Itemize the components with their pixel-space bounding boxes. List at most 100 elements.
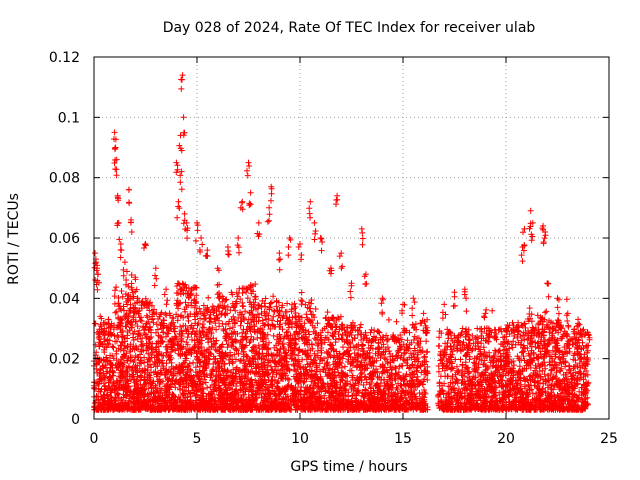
roti-noise-point <box>97 321 104 328</box>
roti-noise-point <box>221 368 228 375</box>
roti-noise-point <box>162 397 169 404</box>
roti-noise-point <box>172 334 179 341</box>
roti-noise-point <box>227 307 234 314</box>
roti-noise-point <box>163 333 169 340</box>
roti-noise-point <box>195 320 202 327</box>
roti-noise-point <box>116 321 123 328</box>
roti-noise-point <box>179 387 186 393</box>
roti-noise-point <box>167 397 174 403</box>
roti-noise-point <box>145 318 152 325</box>
roti-noise-point <box>191 380 198 387</box>
roti-noise-point <box>196 356 203 363</box>
roti-noise-point <box>105 340 112 347</box>
roti-noise-point <box>148 404 155 411</box>
roti-noise-point <box>174 280 181 287</box>
roti-noise-point <box>121 307 127 314</box>
roti-noise-point <box>175 350 182 357</box>
roti-noise-point <box>187 367 194 374</box>
roti-noise-point <box>108 389 115 396</box>
roti-noise-point <box>138 358 145 364</box>
roti-noise-point <box>171 401 178 408</box>
roti-noise-point <box>174 404 181 411</box>
roti-noise-point <box>205 406 212 413</box>
roti-noise-point <box>133 318 140 325</box>
roti-noise-point <box>286 376 293 383</box>
roti-noise-point <box>227 353 234 359</box>
roti-noise-point <box>174 297 181 304</box>
roti-noise-point <box>244 320 251 327</box>
roti-noise-point <box>202 354 209 360</box>
roti-noise-point <box>115 314 122 321</box>
roti-noise-point <box>231 406 238 413</box>
roti-noise-point <box>230 339 237 345</box>
roti-noise-point <box>217 344 223 350</box>
roti-noise-point <box>179 367 186 374</box>
roti-noise-point <box>147 380 154 387</box>
roti-noise-point <box>207 374 214 381</box>
roti-noise-point <box>91 400 98 407</box>
roti-noise-point <box>459 325 466 332</box>
roti-noise-point <box>213 326 220 333</box>
roti-noise-point <box>112 309 119 316</box>
roti-noise-point <box>191 297 198 304</box>
roti-noise-point <box>268 378 275 385</box>
roti-noise-point <box>183 355 190 362</box>
roti-noise-point <box>145 350 152 357</box>
roti-noise-point <box>120 403 127 409</box>
roti-noise-point <box>126 364 133 371</box>
roti-noise-point <box>122 338 128 345</box>
roti-noise-point <box>101 346 107 353</box>
roti-noise-point <box>110 344 117 351</box>
roti-noise-point <box>148 352 155 358</box>
roti-noise-point <box>217 374 224 381</box>
roti-noise-point <box>132 368 139 375</box>
roti-noise-point <box>128 324 135 331</box>
roti-noise-point <box>116 394 122 401</box>
roti-noise-point <box>232 307 239 314</box>
roti-noise-point <box>184 369 191 376</box>
roti-noise-point <box>188 378 195 385</box>
roti-noise-point <box>142 295 149 302</box>
roti-noise-point <box>142 390 149 397</box>
roti-noise-point <box>197 315 204 322</box>
roti-noise-point <box>204 308 211 315</box>
roti-noise-point <box>216 371 222 378</box>
roti-noise-point <box>210 353 217 360</box>
roti-noise-point <box>189 336 195 343</box>
roti-noise-point <box>221 388 228 395</box>
roti-noise-point <box>233 364 240 371</box>
roti-noise-point <box>123 369 130 376</box>
roti-noise-point <box>150 319 157 326</box>
roti-noise-point <box>165 353 172 360</box>
roti-noise-point <box>231 351 238 358</box>
roti-noise-point <box>204 384 211 391</box>
roti-noise-point <box>229 291 236 298</box>
roti-noise-point <box>269 317 276 324</box>
roti-noise-point <box>178 327 185 334</box>
roti-noise-point <box>130 371 137 378</box>
roti-noise-point <box>141 377 148 384</box>
roti-noise-point <box>225 341 232 348</box>
roti-noise-point <box>195 373 202 380</box>
roti-noise-point <box>105 405 112 412</box>
roti-noise-point <box>157 311 164 318</box>
roti-noise-point <box>147 323 154 330</box>
roti-noise-point <box>178 399 185 406</box>
roti-noise-point <box>134 333 141 340</box>
roti-noise-point <box>144 314 151 321</box>
roti-noise-point <box>153 344 159 351</box>
roti-noise-point <box>156 348 163 355</box>
roti-noise-point <box>134 323 141 330</box>
roti-noise-point <box>132 363 139 370</box>
roti-noise-point <box>325 329 331 336</box>
roti-noise-point <box>188 331 195 338</box>
roti-noise-point <box>133 345 140 352</box>
roti-noise-point <box>341 363 348 370</box>
roti-noise-point <box>106 383 113 390</box>
roti-noise-point <box>153 310 160 317</box>
roti-noise-point <box>138 338 144 345</box>
roti-noise-point <box>141 369 148 376</box>
roti-noise-point <box>172 384 179 391</box>
roti-noise-point <box>200 403 207 410</box>
